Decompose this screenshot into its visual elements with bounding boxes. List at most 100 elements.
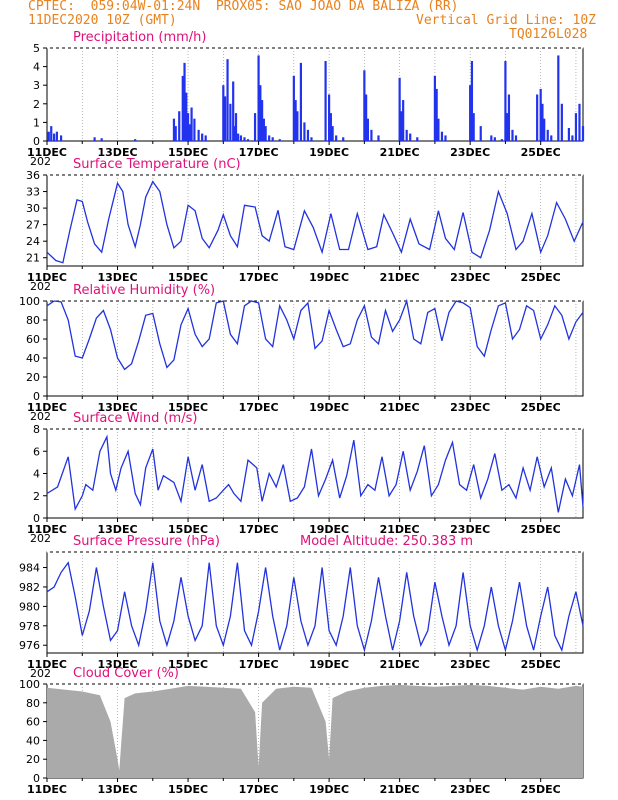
y-tick-label: 20 [26, 753, 40, 766]
y-tick-label: 2 [33, 98, 40, 111]
precip-bar [500, 139, 503, 141]
x-tick-label: 11DEC [27, 271, 67, 284]
y-tick-label: 100 [19, 295, 40, 308]
y-tick-label: 0 [33, 512, 40, 525]
y-tick-label: 978 [19, 620, 40, 633]
precip-bar [581, 126, 585, 141]
panel-title: Surface Wind (m/s) [73, 411, 197, 426]
y-tick-label: 60 [26, 333, 40, 346]
y-tick-label: 36 [26, 169, 40, 182]
precip-bar [370, 129, 373, 141]
precip-bar [416, 137, 419, 141]
y-tick-label: 8 [33, 423, 40, 436]
precip-bar [571, 135, 574, 141]
precip-bar [469, 85, 472, 141]
x-tick-label: 15DEC [168, 146, 208, 159]
precip-bar [472, 113, 475, 141]
x-tick-label: 19DEC [309, 401, 349, 414]
precip-bar [93, 137, 96, 141]
precip-bar [52, 133, 56, 141]
precip-bar [433, 75, 436, 141]
precip-bar [185, 92, 188, 141]
precip-bar [268, 135, 271, 141]
x-tick-label: 15DEC [168, 523, 208, 536]
precip-bar [543, 118, 546, 141]
precip-bar [363, 70, 366, 141]
precip-bar [440, 131, 444, 141]
precip-bar [299, 62, 302, 141]
x-tick-label: 13DEC [98, 658, 138, 671]
x-tick-label: 17DEC [239, 401, 279, 414]
precip-bar [259, 85, 262, 141]
x-tick-label: 21DEC [380, 658, 420, 671]
x-tick-label: 17DEC [239, 146, 279, 159]
precip-bar [328, 94, 331, 141]
precip-bar [239, 135, 243, 141]
precip-bar [201, 133, 204, 141]
x-tick-label: 23DEC [450, 658, 490, 671]
series-line-3 [46, 434, 584, 513]
precip-bar [257, 55, 260, 141]
precip-bar [435, 88, 438, 141]
y-tick-label: 40 [26, 352, 40, 365]
precip-bar [377, 135, 380, 141]
precip-bar [405, 129, 408, 141]
x-tick-label: 19DEC [309, 658, 349, 671]
panel-frame-2 [46, 300, 584, 397]
panel-annotation: Model Altitude: 250.383 m [300, 534, 473, 549]
y-tick-label: 20 [26, 371, 40, 384]
cloud-cover-area [47, 684, 583, 778]
precip-bar [479, 126, 482, 141]
x-tick-label: 23DEC [450, 271, 490, 284]
x-tick-label: 21DEC [380, 783, 420, 796]
precip-bar [550, 135, 553, 141]
x-tick-label: 23DEC [450, 146, 490, 159]
precip-bar [55, 131, 58, 141]
precip-bar [296, 111, 299, 141]
y-tick-label: 100 [19, 678, 40, 691]
header-model-id: TQ0126L028 [509, 27, 588, 42]
header-grid-note: Vertical Grid Line: 10Z [416, 13, 597, 28]
precip-bar [186, 113, 190, 141]
precip-bar [567, 127, 570, 141]
precip-bar [557, 55, 560, 141]
precip-bar [174, 126, 177, 141]
y-tick-label: 1 [33, 116, 40, 129]
precip-bar [183, 62, 186, 141]
x-tick-label: 15DEC [168, 783, 208, 796]
y-tick-label: 33 [26, 186, 40, 199]
y-tick-label: 24 [26, 235, 40, 248]
x-tick-label: 13DEC [98, 523, 138, 536]
precip-bar [229, 103, 232, 141]
precip-bar [60, 135, 63, 141]
header-station: CPTEC: 059:04W-01:24N PROX05: SAO JOAO D… [28, 0, 459, 14]
precip-bar [578, 103, 581, 141]
x-tick-label: 19DEC [309, 783, 349, 796]
precip-bar [193, 118, 196, 141]
precip-bar [400, 111, 403, 141]
precip-bar [197, 129, 200, 141]
x-year-fragment: 202 [30, 280, 51, 293]
y-tick-label: 80 [26, 697, 40, 710]
precip-bar [493, 137, 496, 141]
precip-bar [232, 81, 235, 141]
x-tick-label: 11DEC [27, 401, 67, 414]
series-line-4 [46, 561, 584, 653]
precip-bar [507, 94, 511, 141]
x-tick-label: 21DEC [380, 523, 420, 536]
precip-bar [402, 100, 405, 141]
y-tick-label: 27 [26, 219, 40, 232]
precip-bar [310, 137, 313, 141]
precip-bar [237, 133, 240, 141]
precip-bar [222, 85, 225, 141]
y-tick-label: 40 [26, 734, 40, 747]
y-tick-label: 4 [33, 468, 40, 481]
precip-bar [303, 122, 306, 141]
panel-title: Surface Pressure (hPa) [73, 534, 220, 549]
precip-bar [514, 135, 518, 141]
y-tick-label: 21 [26, 252, 40, 265]
precip-bar [324, 61, 327, 141]
precip-bar [342, 137, 345, 141]
x-tick-label: 23DEC [450, 523, 490, 536]
